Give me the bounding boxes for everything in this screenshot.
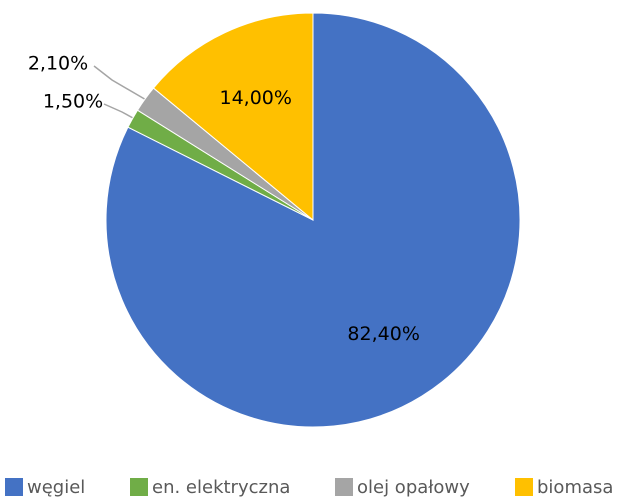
data-label: 14,00% [219, 87, 291, 109]
legend-swatch [130, 478, 148, 496]
legend-swatch [515, 478, 533, 496]
data-label: 2,10% [28, 53, 88, 75]
legend-label: olej opałowy [357, 477, 470, 498]
legend-label: en. elektryczna [152, 477, 290, 498]
data-label: 82,40% [347, 323, 419, 345]
data-label: 1,50% [43, 91, 103, 113]
pie-slice [105, 12, 521, 428]
pie-slice [152, 12, 314, 222]
legend-swatch [5, 478, 23, 496]
legend-label: biomasa [537, 477, 613, 498]
legend-swatch [335, 478, 353, 496]
leader-line [93, 65, 149, 102]
legend-label: węgiel [27, 477, 85, 498]
leader-line [103, 103, 134, 119]
